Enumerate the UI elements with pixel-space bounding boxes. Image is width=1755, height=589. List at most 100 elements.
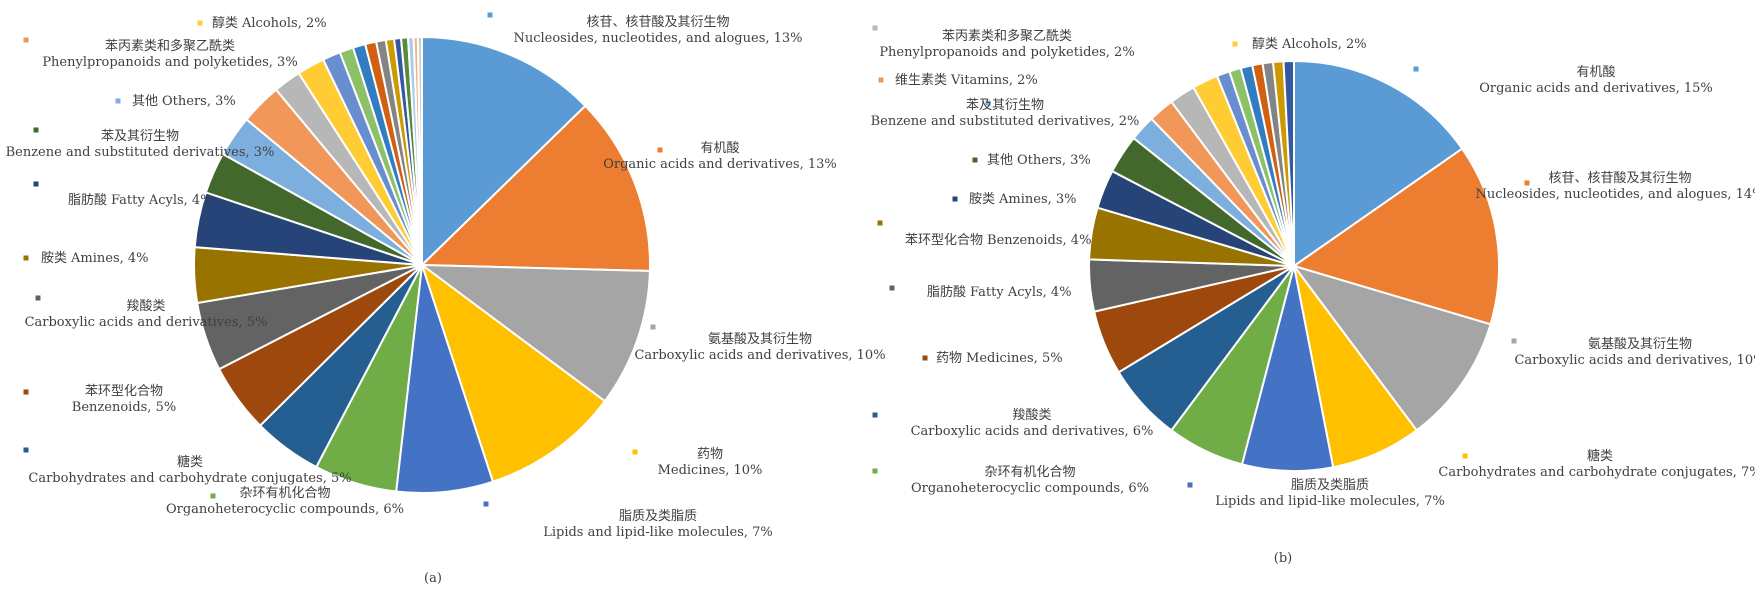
data-label-cn: 醇类 bbox=[1252, 36, 1278, 52]
label-marker bbox=[483, 501, 489, 507]
label-marker bbox=[33, 127, 39, 133]
panel-label-b: (b) bbox=[1274, 551, 1292, 566]
data-label-text: 醇类 Alcohols, 2% bbox=[1252, 36, 1367, 52]
data-label-en: Amines, 3% bbox=[998, 192, 1077, 207]
data-label-cn: 有机酸 bbox=[1576, 65, 1615, 80]
data-label-cn: 苯丙素类和多聚乙酰类 bbox=[105, 38, 235, 54]
data-label-text: 药物 Medicines, 5% bbox=[936, 351, 1063, 366]
data-label: 维生素类 Vitamins, 2% bbox=[895, 73, 1038, 88]
label-marker bbox=[872, 412, 878, 418]
label-marker bbox=[1413, 66, 1419, 72]
data-label-cn: 苯及其衍生物 bbox=[101, 129, 179, 144]
pie-slice bbox=[416, 35, 423, 266]
data-label: 其他 Others, 3% bbox=[987, 153, 1091, 168]
data-label-cn: 氨基酸及其衍生物 bbox=[708, 332, 812, 347]
label-marker bbox=[1232, 41, 1238, 47]
data-label-en: Carboxylic acids and derivatives, 5% bbox=[25, 315, 268, 330]
data-label-text: 维生素类 Vitamins, 2% bbox=[895, 73, 1038, 88]
label-marker bbox=[23, 389, 29, 395]
data-label-cn: 药物 bbox=[697, 447, 723, 462]
label-marker bbox=[23, 447, 29, 453]
label-marker bbox=[657, 147, 663, 153]
data-label-en: Amines, 4% bbox=[70, 251, 149, 266]
data-label-cn: 杂环有机化合物 bbox=[239, 486, 330, 501]
data-label-en: Others, 3% bbox=[1017, 153, 1091, 168]
data-label: 苯环型化合物 Benzenoids, 4% bbox=[905, 233, 1091, 248]
pie-slice bbox=[419, 104, 651, 272]
data-label-en: Fatty Acyls, 4% bbox=[970, 285, 1072, 300]
data-label-cn: 药物 bbox=[936, 351, 962, 366]
data-label-text: 脂肪酸 Fatty Acyls, 4% bbox=[927, 284, 1072, 300]
data-label: 醇类 Alcohols, 2% bbox=[1252, 36, 1367, 52]
data-label-en: Alcohols, 2% bbox=[1281, 37, 1367, 52]
data-label: 胺类 Amines, 4% bbox=[41, 251, 149, 266]
pie-slice bbox=[420, 262, 607, 483]
data-label-cn: 杂环有机化合物 bbox=[984, 465, 1075, 480]
data-label-en: Organoheterocyclic compounds, 6% bbox=[911, 481, 1149, 496]
data-label-cn: 羧酸类 bbox=[1012, 407, 1051, 423]
label-marker bbox=[1524, 180, 1530, 186]
label-marker bbox=[35, 295, 41, 301]
data-label-en: Lipids and lipid-like molecules, 7% bbox=[543, 525, 773, 540]
label-marker bbox=[487, 12, 493, 18]
label-marker bbox=[210, 493, 216, 499]
data-label-cn: 氨基酸及其衍生物 bbox=[1588, 337, 1692, 352]
label-marker bbox=[650, 324, 656, 330]
data-label-en: Fatty Acyls, 4% bbox=[111, 193, 213, 208]
label-marker bbox=[889, 285, 895, 291]
data-label-en: Nucleosides, nucleotides, and alogues, 1… bbox=[1475, 187, 1755, 202]
data-label-cn: 胺类 bbox=[969, 192, 995, 207]
data-label-en: Benzenoids, 5% bbox=[72, 400, 176, 415]
data-label: 醇类 Alcohols, 2% bbox=[212, 15, 327, 31]
label-marker bbox=[115, 98, 121, 104]
data-label-en: Organoheterocyclic compounds, 6% bbox=[166, 502, 404, 517]
data-label-text: 胺类 Amines, 4% bbox=[41, 251, 149, 266]
data-label-cn: 脂质及类脂质 bbox=[619, 509, 697, 524]
data-label-cn: 苯环型化合物 bbox=[905, 233, 983, 248]
data-label-cn: 苯丙素类和多聚乙酰类 bbox=[942, 28, 1072, 44]
data-label-text: 醇类 Alcohols, 2% bbox=[212, 15, 327, 31]
data-label-en: Phenylpropanoids and polyketides, 2% bbox=[879, 45, 1134, 60]
label-marker bbox=[922, 355, 928, 361]
data-label-cn: 其他 bbox=[132, 94, 158, 109]
label-marker bbox=[23, 255, 29, 261]
data-label-en: Carbohydrates and carbohydrate conjugate… bbox=[1438, 465, 1755, 480]
data-label-cn: 苯环型化合物 bbox=[85, 384, 163, 399]
data-label-en: Organic acids and derivatives, 15% bbox=[1479, 81, 1713, 96]
panel-label-a: (a) bbox=[424, 571, 442, 586]
data-label-en: Carboxylic acids and derivatives, 10% bbox=[634, 348, 885, 363]
label-marker bbox=[1187, 482, 1193, 488]
data-label-cn: 苯及其衍生物 bbox=[966, 98, 1044, 113]
label-marker bbox=[197, 20, 203, 26]
data-label-cn: 脂质及类脂质 bbox=[1291, 478, 1369, 493]
label-marker bbox=[952, 196, 958, 202]
label-marker bbox=[877, 220, 883, 226]
data-label-en: Alcohols, 2% bbox=[241, 16, 327, 31]
data-label-en: Others, 3% bbox=[162, 94, 236, 109]
label-marker bbox=[632, 449, 638, 455]
pie-slice bbox=[1282, 59, 1295, 267]
data-label-en: Medicines, 10% bbox=[658, 463, 763, 478]
data-label: 其他 Others, 3% bbox=[132, 94, 236, 109]
label-marker bbox=[872, 468, 878, 474]
data-label-cn: 核苷、核苷酸及其衍生物 bbox=[586, 15, 729, 30]
data-label-text: 其他 Others, 3% bbox=[987, 153, 1091, 168]
data-label-cn: 糖类 bbox=[177, 454, 203, 470]
pie-chart-a bbox=[193, 35, 651, 494]
